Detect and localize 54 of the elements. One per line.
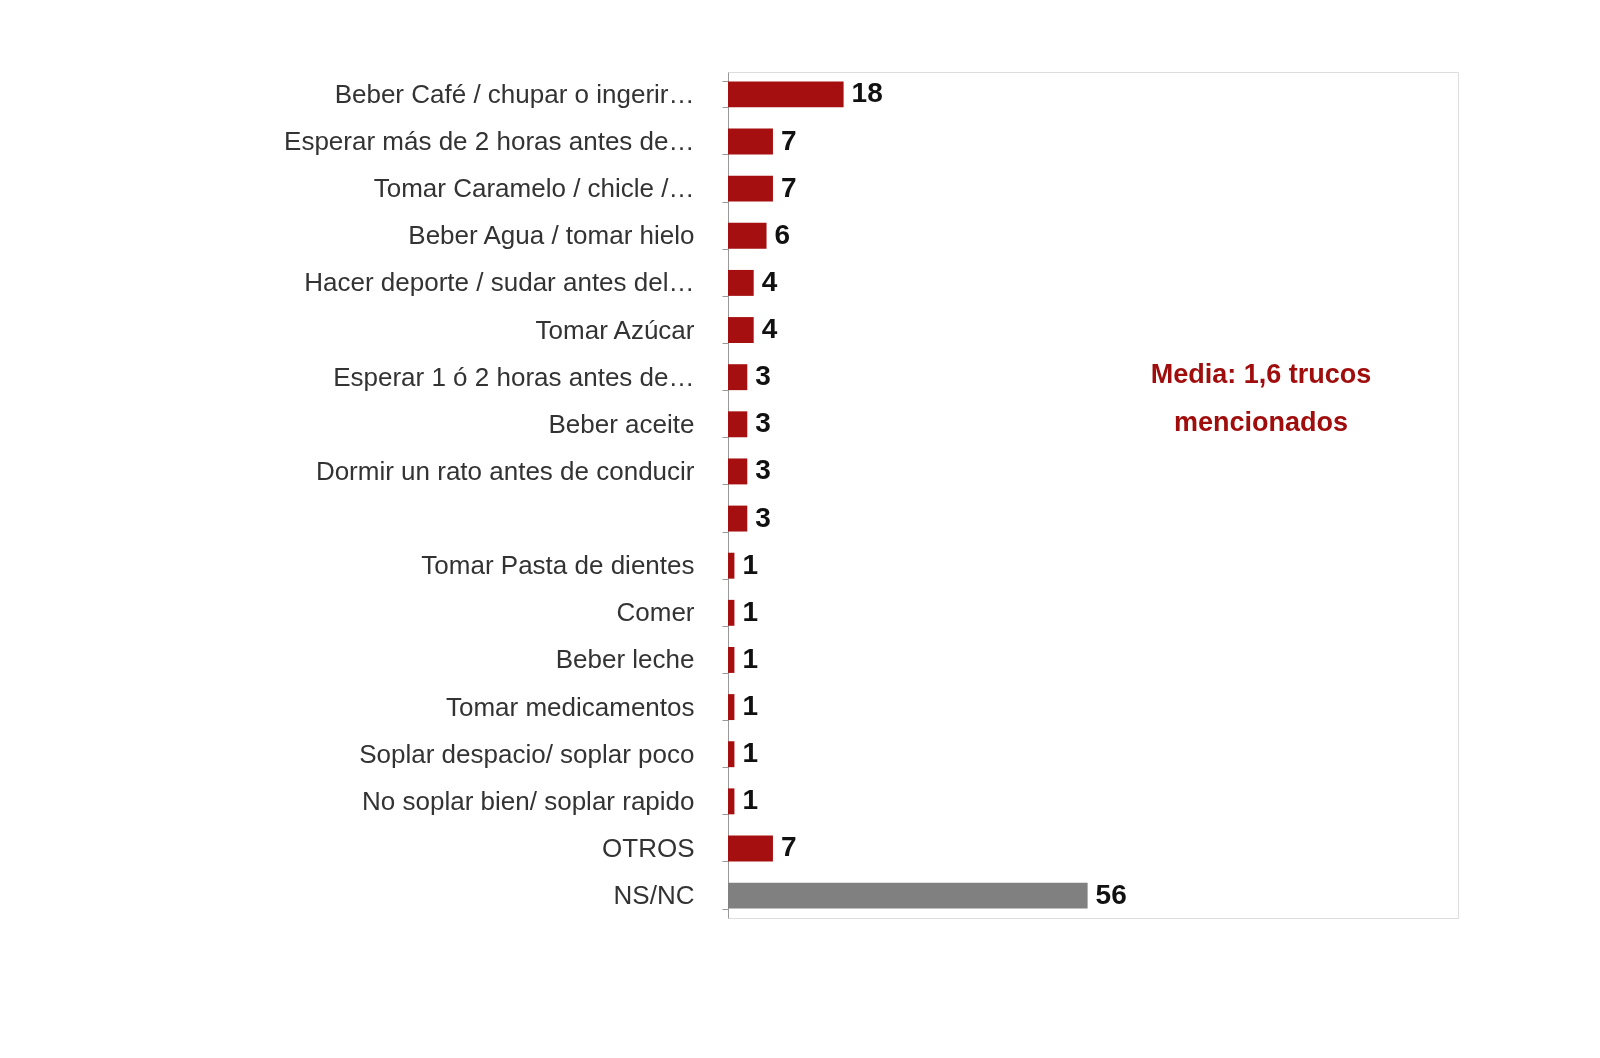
data-label: 7: [780, 831, 797, 863]
data-label: 3: [755, 407, 771, 439]
y-tick-label: Comer: [616, 597, 695, 628]
data-label: 1: [742, 595, 758, 627]
y-tick-label: Tomar Azúcar: [535, 314, 695, 345]
y-tick-label: Dormir un rato antes de conducir: [315, 455, 695, 486]
bar: [728, 505, 748, 532]
data-label: 7: [780, 171, 797, 203]
y-tick-label: Tomar medicamentos: [445, 691, 695, 722]
bar: [728, 882, 1088, 909]
data-label: 7: [780, 124, 797, 156]
bar: [728, 175, 773, 202]
bar: [728, 694, 735, 721]
data-label: 18: [851, 77, 883, 109]
bar: [728, 835, 773, 862]
y-tick-label: Beber aceite: [548, 408, 695, 439]
data-label: 3: [755, 454, 771, 486]
data-label: 1: [742, 690, 758, 722]
text: Media: 1,6 trucos mencionados: [1150, 359, 1372, 437]
y-tick-label: Esperar 1 ó 2 horas antes de…: [333, 361, 695, 392]
bar: [728, 741, 735, 768]
y-tick-label: Beber leche: [555, 644, 695, 675]
data-label: 1: [742, 548, 758, 580]
y-tick-label: No soplar bien/ soplar rapido: [362, 785, 695, 816]
data-label: 3: [755, 501, 771, 533]
y-tick-label: Tomar Caramelo / chicle /…: [373, 173, 695, 204]
data-label: 6: [774, 218, 791, 250]
y-tick-label: Tomar Pasta de dientes: [421, 550, 695, 581]
bar: [728, 128, 773, 155]
bar: [728, 552, 735, 579]
bar: [728, 81, 844, 108]
bar: [728, 317, 754, 343]
bar: [728, 647, 735, 673]
data-label: 4: [761, 265, 778, 297]
bar: [728, 364, 748, 391]
data-label: 1: [742, 784, 758, 816]
bar: [728, 458, 748, 485]
data-label: 3: [755, 360, 771, 392]
data-label: 56: [1095, 878, 1127, 910]
bar: [728, 788, 735, 815]
y-tick-label: Hacer deporte / sudar antes del…: [304, 267, 695, 298]
y-tick-label: Esperar más de 2 horas antes de…: [284, 126, 695, 157]
y-tick-label: OTROS: [602, 832, 695, 863]
data-label: 1: [742, 737, 758, 769]
bar: [728, 222, 767, 249]
bar: [728, 269, 754, 296]
y-tick-label: Soplar despacio/ soplar poco: [359, 738, 695, 769]
data-label: 4: [761, 313, 778, 345]
y-tick-label: Beber Agua / tomar hielo: [408, 220, 695, 251]
y-tick-label: Beber Café / chupar o ingerir…: [334, 78, 695, 109]
bar: [728, 599, 735, 626]
bar: [728, 411, 748, 438]
y-tick-label: NS/NC: [613, 880, 695, 911]
data-label: 1: [742, 642, 758, 674]
